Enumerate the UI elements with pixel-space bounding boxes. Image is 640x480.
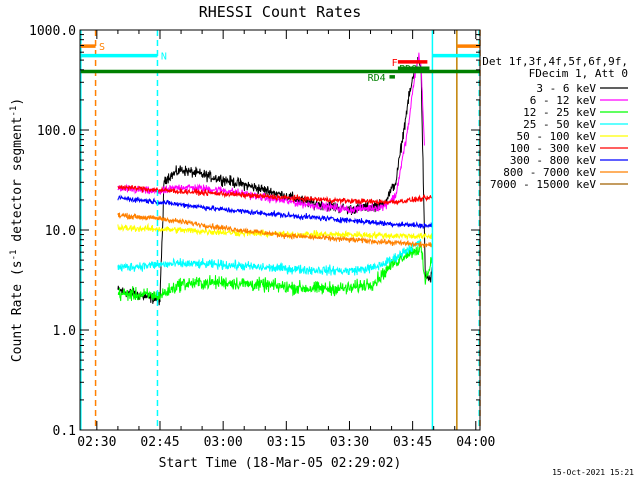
series-line-5 xyxy=(117,184,433,206)
y-tick-label-0: 0.1 xyxy=(53,424,76,439)
x-tick-label-1: 02:45 xyxy=(140,435,179,450)
legend-label-7: 800 - 7000 keV xyxy=(503,166,596,179)
y-axis-label: Count Rate (s-1 detector segment-1) xyxy=(9,98,25,362)
legend: Det 1f,3f,4f,5f,6f,9f, FDecim 1, Att 0 3… xyxy=(482,55,628,191)
flag-label-3: PDO xyxy=(399,64,417,75)
plot-frame xyxy=(79,29,481,431)
chart-title: RHESSI Count Rates xyxy=(199,3,362,21)
flag-label-2: F xyxy=(392,58,398,69)
legend-label-1: 6 - 12 keV xyxy=(530,94,597,107)
timestamp: 15-Oct-2021 15:21 xyxy=(552,468,634,477)
y-label-part-1: Count Rate (s xyxy=(10,260,25,362)
series-line-3 xyxy=(117,238,422,276)
y-tick-label-1: 1.0 xyxy=(53,324,76,339)
y-label-sup-2: -1 xyxy=(9,106,19,117)
legend-label-4: 50 - 100 keV xyxy=(517,130,597,143)
x-axis-label: Start Time (18-Mar-05 02:29:02) xyxy=(159,456,402,471)
legend-label-2: 12 - 25 keV xyxy=(523,106,596,119)
y-label-part-2: detector segment xyxy=(10,117,25,250)
plot-traces xyxy=(117,52,433,306)
legend-header-line-1: Det 1f,3f,4f,5f,6f,9f, xyxy=(482,55,628,68)
y-label-part-3: ) xyxy=(10,98,25,106)
series-line-7 xyxy=(117,212,433,249)
legend-label-3: 25 - 50 keV xyxy=(523,118,596,131)
series-line-2 xyxy=(117,243,433,303)
legend-label-5: 100 - 300 keV xyxy=(510,142,596,155)
y-tick-label-4: 1000.0 xyxy=(29,24,76,39)
x-tick-label-2: 03:00 xyxy=(204,435,243,450)
y-label-sup-1: -1 xyxy=(9,250,19,261)
x-tick-label-5: 03:45 xyxy=(393,435,432,450)
axes: 02:30 02:45 03:00 03:15 03:30 03:45 04:00 0.1 1.… xyxy=(29,24,495,450)
legend-label-8: 7000 - 15000 keV xyxy=(490,178,596,191)
x-tick-label-3: 03:15 xyxy=(267,435,306,450)
legend-label-6: 300 - 800 keV xyxy=(510,154,596,167)
series-line-6 xyxy=(117,194,433,229)
flag-label-1: N xyxy=(161,52,167,63)
legend-header-line-2: FDecim 1, Att 0 xyxy=(529,67,628,80)
x-tick-label-4: 03:30 xyxy=(330,435,369,450)
flag-label-4: RD4 xyxy=(368,73,386,84)
flag-label-0: S xyxy=(99,42,105,53)
x-tick-label-6: 04:00 xyxy=(456,435,495,450)
y-tick-label-2: 10.0 xyxy=(45,224,76,239)
y-tick-label-3: 100.0 xyxy=(37,124,76,139)
x-tick-label-0: 02:30 xyxy=(77,435,116,450)
legend-label-0: 3 - 6 keV xyxy=(536,82,596,95)
